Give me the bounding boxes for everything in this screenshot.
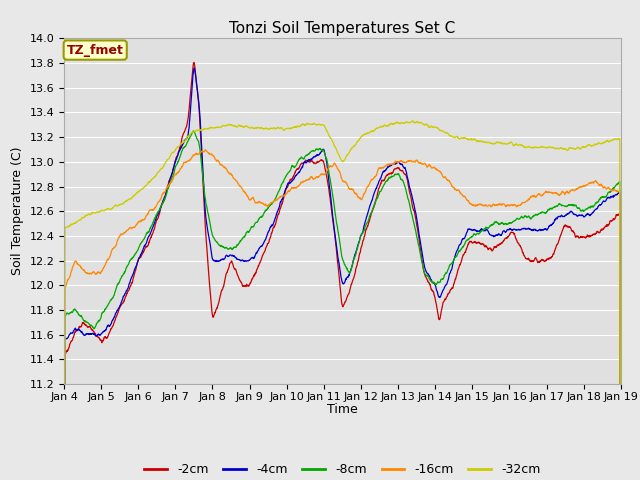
- -8cm: [371, 202, 379, 207]
- -2cm: [359, 239, 367, 244]
- -4cm: [190, 65, 198, 71]
- -32cm: [371, 127, 378, 133]
- Line: -32cm: -32cm: [64, 121, 621, 480]
- -2cm: [584, 232, 591, 238]
- -32cm: [584, 143, 591, 149]
- Legend: -2cm, -4cm, -8cm, -16cm, -32cm: -2cm, -4cm, -8cm, -16cm, -32cm: [140, 458, 545, 480]
- -4cm: [216, 258, 223, 264]
- -8cm: [504, 221, 512, 227]
- Line: -8cm: -8cm: [64, 131, 621, 480]
- -32cm: [504, 141, 512, 146]
- -16cm: [568, 187, 575, 193]
- -16cm: [216, 160, 223, 166]
- Title: Tonzi Soil Temperatures Set C: Tonzi Soil Temperatures Set C: [229, 21, 456, 36]
- Line: -4cm: -4cm: [64, 68, 621, 480]
- -16cm: [504, 203, 512, 208]
- X-axis label: Time: Time: [327, 403, 358, 416]
- Text: TZ_fmet: TZ_fmet: [67, 44, 124, 57]
- -32cm: [216, 124, 223, 130]
- -16cm: [202, 147, 209, 153]
- -4cm: [359, 229, 367, 235]
- -4cm: [584, 211, 591, 216]
- -2cm: [371, 200, 379, 206]
- -8cm: [584, 206, 591, 212]
- -16cm: [584, 181, 591, 187]
- -16cm: [371, 174, 379, 180]
- -32cm: [408, 118, 416, 124]
- Line: -2cm: -2cm: [64, 62, 621, 480]
- -8cm: [216, 242, 223, 248]
- -8cm: [359, 230, 367, 236]
- -2cm: [190, 60, 198, 65]
- -32cm: [568, 145, 575, 151]
- -4cm: [371, 189, 379, 194]
- -8cm: [189, 128, 197, 134]
- -2cm: [504, 234, 512, 240]
- -32cm: [358, 133, 366, 139]
- -8cm: [568, 202, 575, 208]
- -2cm: [568, 228, 575, 234]
- -2cm: [216, 296, 223, 302]
- -4cm: [504, 227, 512, 233]
- -4cm: [568, 209, 575, 215]
- Line: -16cm: -16cm: [64, 150, 621, 480]
- Y-axis label: Soil Temperature (C): Soil Temperature (C): [11, 147, 24, 276]
- -16cm: [359, 194, 367, 200]
